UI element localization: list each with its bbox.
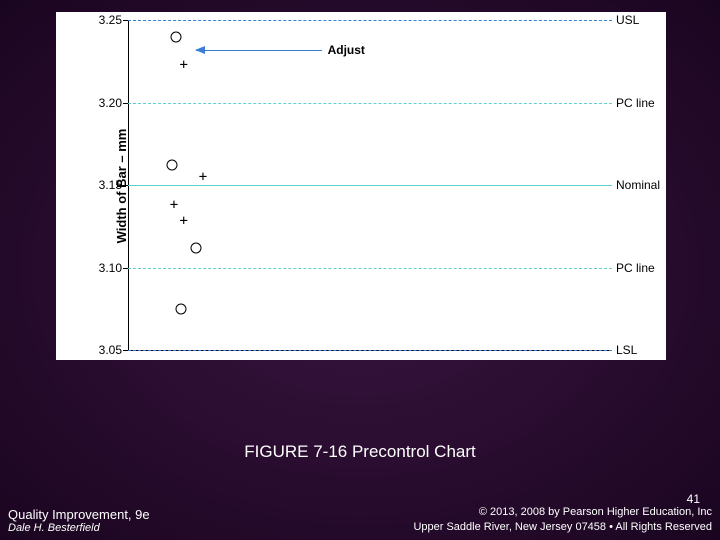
y-tick-label: 3.20 [99,96,122,110]
footer-right: © 2013, 2008 by Pearson Higher Education… [413,505,712,534]
reference-line [128,350,612,351]
data-point-plus: + [179,214,187,228]
reference-line-label: PC line [616,96,655,110]
book-author: Dale H. Besterfield [8,522,150,534]
data-point-circle [166,160,177,171]
book-title: Quality Improvement, 9e [8,507,150,522]
data-point-circle [171,31,182,42]
reference-line [128,185,612,186]
reference-line-label: LSL [616,343,637,357]
y-tick-label: 3.05 [99,343,122,357]
reference-line [128,20,612,21]
reference-line [128,268,612,269]
y-tick-label: 3.15 [99,178,122,192]
data-point-circle [190,242,201,253]
data-point-plus: + [179,58,187,72]
data-point-plus: + [199,170,207,184]
y-tick-label: 3.10 [99,261,122,275]
reference-line-label: PC line [616,261,655,275]
slide-footer: Quality Improvement, 9e Dale H. Besterfi… [8,505,712,534]
chart-frame: Width of Bar – mm 3.053.103.153.203.25 U… [56,12,666,360]
adjust-arrow [196,50,322,51]
figure-caption: FIGURE 7-16 Precontrol Chart [0,442,720,462]
data-point-circle [176,303,187,314]
plot-area: USLPC lineNominalPC lineLSL ++++ Adjust [128,20,612,350]
adjust-arrow-head-icon [195,46,205,54]
page-number: 41 [687,492,700,506]
copyright-line-1: © 2013, 2008 by Pearson Higher Education… [413,505,712,519]
y-tick-label: 3.25 [99,13,122,27]
reference-line [128,103,612,104]
data-point-plus: + [170,198,178,212]
reference-line-label: Nominal [616,178,660,192]
adjust-arrow-label: Adjust [328,43,365,57]
reference-line-label: USL [616,13,639,27]
copyright-line-2: Upper Saddle River, New Jersey 07458 • A… [413,520,712,534]
footer-left: Quality Improvement, 9e Dale H. Besterfi… [8,507,150,534]
